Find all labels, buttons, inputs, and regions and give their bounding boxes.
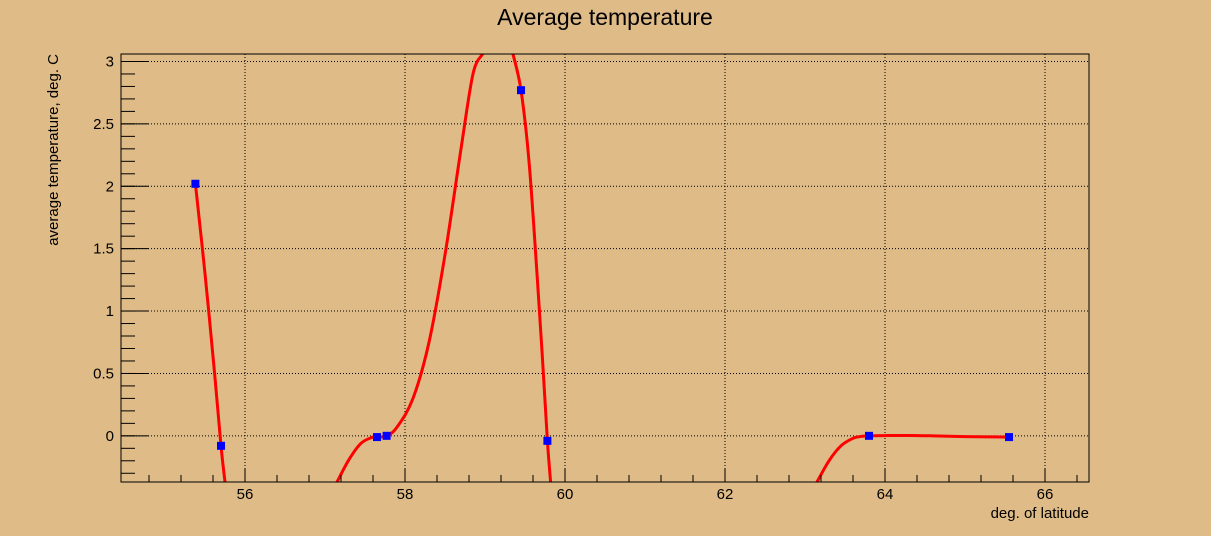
curve-segment [815, 433, 1011, 482]
x-axis-label: deg. of latitude [991, 505, 1089, 522]
data-point-marker [217, 441, 225, 450]
grid-lines [121, 54, 1089, 482]
data-point-marker [865, 431, 873, 440]
y-axis-label: average temperature, deg. C [45, 54, 62, 246]
y-tick-label: 1.5 [93, 241, 114, 258]
y-tick-label: 0 [106, 428, 114, 445]
data-point-marker [543, 436, 552, 445]
x-tick-label: 64 [877, 486, 894, 503]
x-tick-label: 62 [717, 486, 734, 503]
data-point-marker [382, 431, 391, 440]
curve-segment [335, 54, 485, 482]
data-point-marker [373, 433, 381, 442]
curve-segment [193, 182, 227, 482]
data-point-marker [1005, 433, 1013, 442]
marker-layer [191, 86, 1013, 450]
curve-layer [193, 54, 1011, 482]
plot-frame [120, 53, 1090, 483]
data-point-marker [517, 86, 525, 95]
x-tick-label: 56 [237, 486, 254, 503]
x-tick-label: 58 [397, 486, 414, 503]
chart-title: Average temperature [497, 4, 713, 30]
y-tick-label: 1 [106, 303, 114, 320]
x-tick-label: 60 [557, 486, 574, 503]
y-tick-label: 0.5 [93, 365, 114, 382]
curve-segment [511, 54, 553, 482]
y-tick-label: 3 [106, 53, 114, 70]
y-tick-label: 2 [106, 178, 114, 195]
y-tick-label: 2.5 [93, 116, 114, 133]
x-tick-label: 66 [1037, 486, 1054, 503]
data-point-marker [191, 179, 200, 188]
axis-layer: 56 58 60 62 64 66 0 0.5 1 1.5 2 2.5 3 [93, 53, 1078, 503]
